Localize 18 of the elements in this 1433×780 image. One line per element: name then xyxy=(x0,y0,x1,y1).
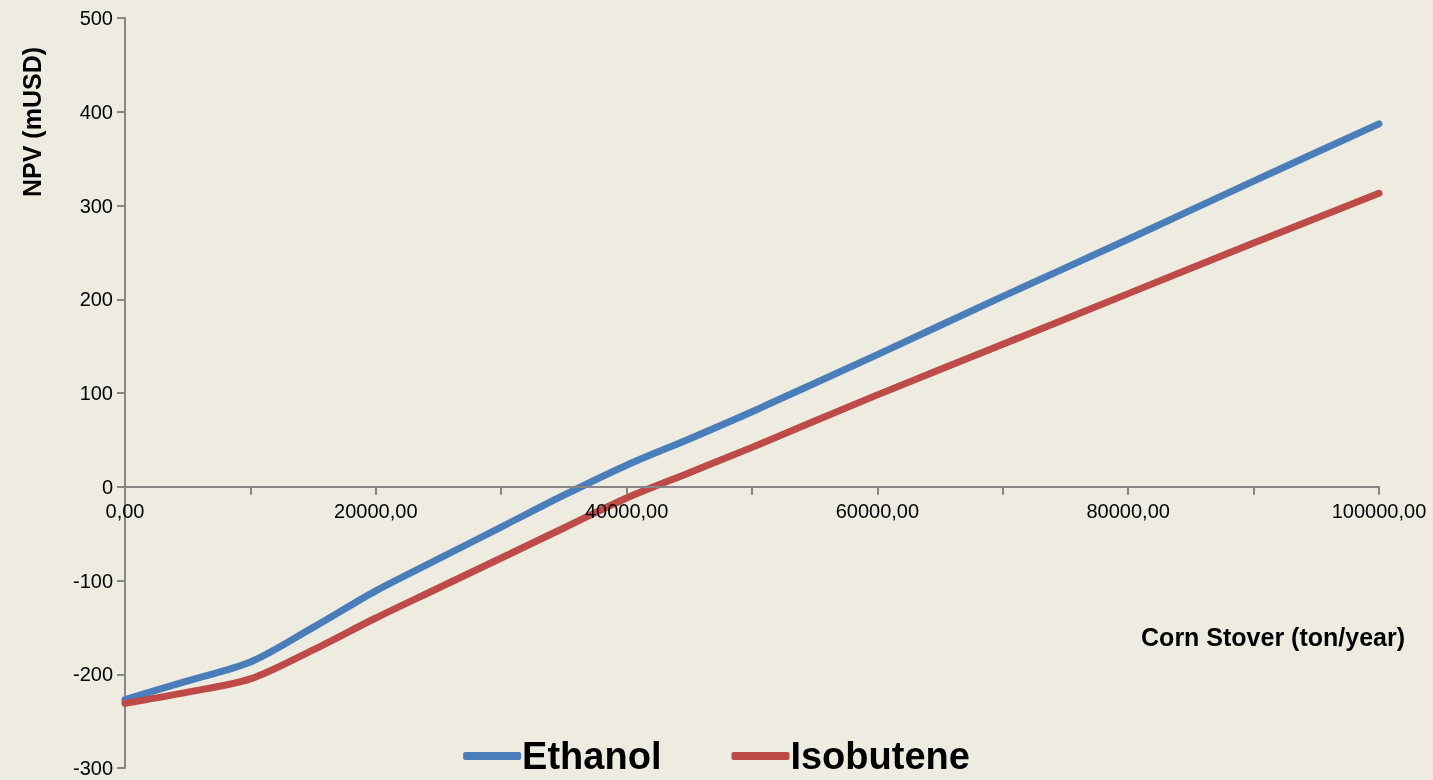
x-tick-label: 60000,00 xyxy=(835,499,920,522)
y-tick-label: -100 xyxy=(72,569,113,592)
y-tick-label: 200 xyxy=(79,288,113,311)
y-tick-label: -300 xyxy=(72,757,113,779)
x-tick-label: 0,00 xyxy=(105,499,145,522)
y-tick-label: -200 xyxy=(72,663,113,686)
x-tick-label: 100000,00 xyxy=(1331,499,1427,522)
y-tick-label: 300 xyxy=(79,194,113,217)
x-axis-title: Corn Stover (ton/year) xyxy=(1141,623,1405,651)
y-tick-label: 400 xyxy=(79,100,113,123)
x-tick-label: 20000,00 xyxy=(334,499,418,522)
legend-label: Ethanol xyxy=(522,735,662,777)
y-tick-label: 0 xyxy=(101,475,113,498)
x-tick-label: 80000,00 xyxy=(1086,499,1170,522)
y-tick-label: 100 xyxy=(79,382,113,404)
y-axis-title: NPV (mUSD) xyxy=(18,46,46,198)
y-tick-label: 500 xyxy=(79,7,113,29)
legend-label: Isobutene xyxy=(790,735,970,777)
